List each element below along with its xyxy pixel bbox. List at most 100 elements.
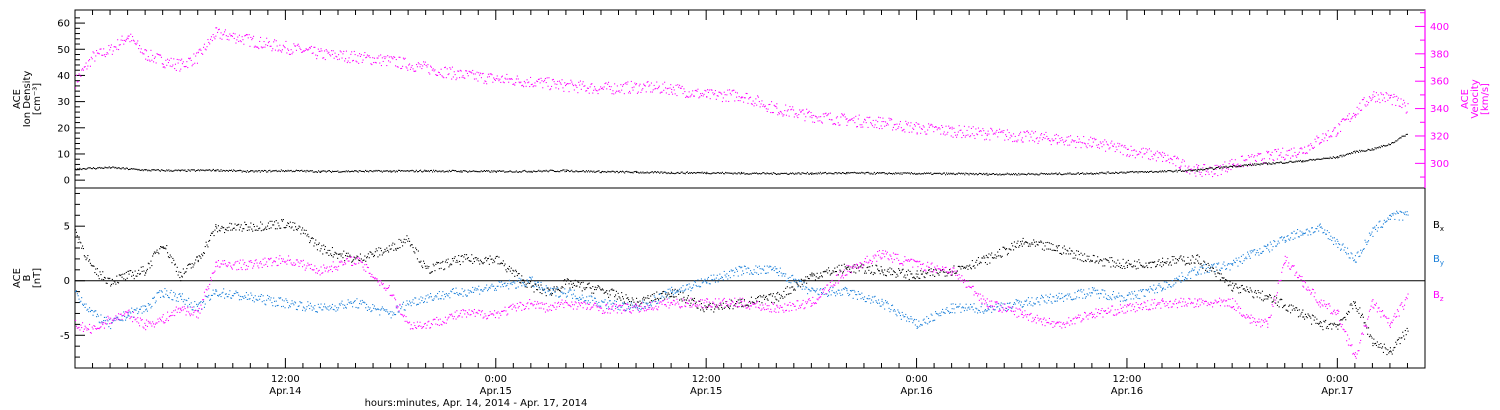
bx-series-point [879, 273, 881, 275]
bx-series-point [521, 275, 523, 277]
bx-series-point [637, 301, 639, 303]
bx-series-point [428, 266, 430, 268]
bx-series-point [1182, 260, 1184, 262]
velocity-series-point [964, 136, 966, 138]
velocity-series-point [357, 55, 359, 57]
density-series-point [1312, 158, 1314, 160]
density-series-point [1036, 173, 1038, 175]
velocity-series-point [623, 93, 625, 95]
bx-series-point [881, 270, 883, 272]
velocity-series-point [747, 102, 749, 104]
density-series-point [244, 170, 246, 172]
bx-series-point [395, 248, 397, 250]
bx-series-point [1100, 259, 1102, 261]
velocity-series-point [1003, 130, 1005, 132]
bx-series-point [194, 262, 196, 264]
bx-series-point [827, 272, 829, 274]
bx-series-point [1379, 346, 1381, 348]
velocity-series-point [1241, 155, 1243, 157]
velocity-series-point [593, 89, 595, 91]
bx-series-point [1141, 266, 1143, 268]
velocity-series-point [653, 84, 655, 86]
bx-series-point [614, 296, 616, 298]
density-series-point [1172, 171, 1174, 173]
density-series-point [535, 171, 537, 173]
density-series-point [815, 172, 817, 174]
by-series-point [375, 309, 377, 311]
bx-series-point [957, 265, 959, 267]
velocity-series-point [873, 126, 875, 128]
bx-series-point [603, 292, 605, 294]
velocity-series-point [602, 88, 604, 90]
density-series-point [199, 170, 201, 172]
bx-series-point [586, 283, 588, 285]
by-series-point [500, 286, 502, 288]
velocity-series-point [125, 39, 127, 41]
bx-series-point [1216, 269, 1218, 271]
bx-series-point [961, 265, 963, 267]
bx-series-point [535, 284, 537, 286]
bx-series-point [861, 263, 863, 265]
velocity-series-point [1338, 123, 1340, 125]
bx-series-point [87, 255, 89, 257]
by-series-point [373, 307, 375, 309]
bx-series-point [1073, 252, 1075, 254]
bx-series-point [1053, 249, 1055, 251]
by-series-point [352, 306, 354, 308]
velocity-series-point [721, 101, 723, 103]
velocity-series-point [504, 77, 506, 79]
density-series-point [800, 173, 802, 175]
bx-series-point [870, 272, 872, 274]
velocity-series-point [1091, 138, 1093, 140]
bx-series-point [460, 255, 462, 257]
bx-series-point [529, 282, 531, 284]
velocity-series-point [720, 92, 722, 94]
velocity-series-point [94, 60, 96, 62]
density-series-point [1373, 149, 1375, 151]
bx-series-point [1254, 291, 1256, 293]
density-series-point [797, 172, 799, 174]
bx-series-point [1399, 343, 1401, 345]
density-series-point [472, 170, 474, 172]
velocity-series-point [244, 35, 246, 37]
density-series-point [820, 173, 822, 175]
bx-series-point [702, 309, 704, 311]
velocity-series-point [397, 66, 399, 68]
density-series-point [292, 170, 294, 172]
by-series-point [456, 292, 458, 294]
density-series-point [1299, 159, 1301, 161]
density-series-point [409, 170, 411, 172]
velocity-series-point [1160, 153, 1162, 155]
velocity-series-point [212, 34, 214, 36]
bx-series-point [719, 305, 721, 307]
velocity-series-point [632, 89, 634, 91]
bx-series-point [274, 228, 276, 230]
bx-series-point [1196, 254, 1198, 256]
velocity-series-point [125, 40, 127, 42]
bx-series-point [1144, 266, 1146, 268]
bx-series-point [1202, 267, 1204, 269]
density-series-point [158, 170, 160, 172]
density-series-point [1031, 173, 1033, 175]
density-series-point [375, 169, 377, 171]
velocity-series-point [238, 34, 240, 36]
velocity-series-point [662, 83, 664, 85]
velocity-series-point [884, 125, 886, 127]
bx-series-point [672, 296, 674, 298]
velocity-series-point [1201, 175, 1203, 177]
bx-series-point [1108, 261, 1110, 263]
density-series-point [163, 170, 165, 172]
velocity-series-point [829, 112, 831, 114]
bx-series-point [1249, 287, 1251, 289]
density-series-point [653, 171, 655, 173]
bx-series-point [374, 251, 376, 253]
density-series-point [844, 172, 846, 174]
density-series-point [824, 172, 826, 174]
density-series-point [862, 172, 864, 174]
density-series-point [925, 173, 927, 175]
by-series-point [481, 290, 483, 292]
velocity-series-point [640, 91, 642, 93]
by-series-point [488, 286, 490, 288]
bx-series-point [1027, 245, 1029, 247]
velocity-series-point [124, 39, 126, 41]
